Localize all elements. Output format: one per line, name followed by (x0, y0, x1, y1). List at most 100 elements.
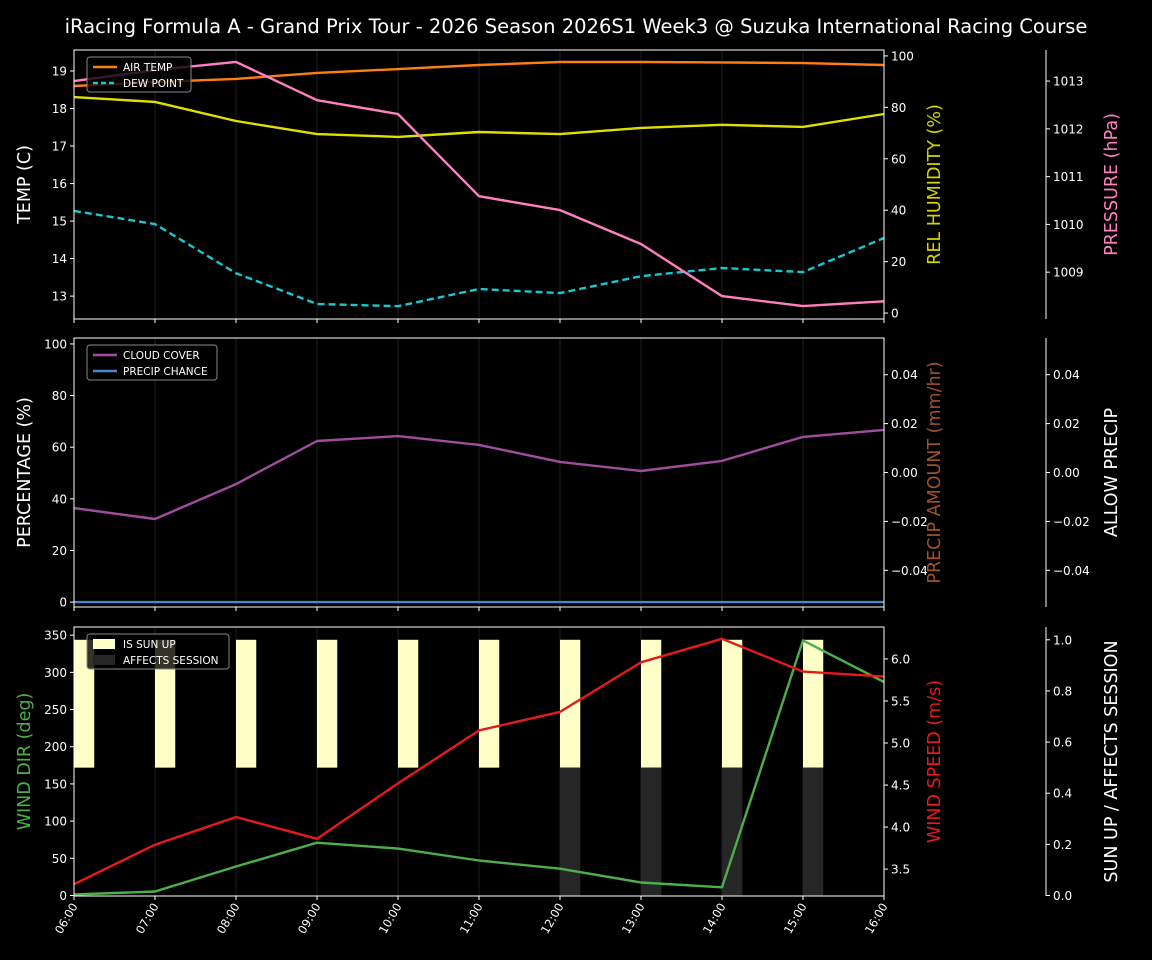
legend-label: CLOUD COVER (123, 350, 200, 362)
x-tick-label: 15:00 (781, 901, 810, 937)
y-tick-label: 40 (52, 492, 67, 506)
axis-label-left: WIND DIR (deg) (15, 693, 35, 831)
series-line-left (73, 639, 885, 896)
y-tick-label: 1012 (1053, 122, 1084, 136)
axis-label-right: REL HUMIDITY (%) (925, 104, 945, 265)
y-tick-label: 0.6 (1053, 736, 1072, 750)
y-tick-label: 0 (891, 307, 899, 321)
x-tick-label: 13:00 (619, 901, 648, 937)
legend-box (86, 633, 230, 670)
x-tick-label: 12:00 (538, 901, 567, 937)
y-tick-label: 350 (44, 629, 67, 643)
y-tick-label: 50 (52, 852, 67, 866)
y-tick-label: 5.5 (891, 694, 910, 708)
subplot-1: 13 14 15 16 17 18 19 TEMP (C) 0 20 40 60 80 100 REL HU… (15, 49, 1122, 323)
legend-label: PRECIP CHANCE (123, 366, 208, 378)
y-tick-label: 0 (59, 596, 67, 610)
bar-is-sun-up (317, 639, 338, 768)
subplot-3: 06:00 07:00 08:00 09:00 10:00 11:00 12:00 13:00… (15, 626, 1122, 937)
y-tick-label: −0.02 (1053, 515, 1090, 529)
x-tick-label: 06:00 (52, 901, 81, 937)
y-tick-label: 20 (891, 255, 906, 269)
bar-is-sun-up (479, 639, 500, 768)
series-line-right (73, 637, 885, 886)
x-tick-label: 08:00 (214, 901, 243, 937)
bar-is-sun-up (722, 639, 743, 768)
axis-label-right2: SUN UP / AFFECTS SESSION (1102, 640, 1122, 882)
y-tick-label: 0 (59, 889, 67, 903)
y-tick-label: 14 (52, 252, 67, 266)
bar-affects-session (722, 767, 743, 896)
x-tick-label: 14:00 (700, 901, 729, 937)
legend: IS SUN UP AFFECTS SESSION (86, 633, 230, 670)
y-tick-label: −0.02 (891, 515, 928, 529)
series-line-cloud-cover (73, 428, 885, 521)
y-tick-label: 3.5 (891, 863, 910, 877)
legend: CLOUD COVER PRECIP CHANCE (86, 344, 218, 381)
y-tick-label: 300 (44, 666, 67, 680)
y-tick-label: 4.0 (891, 821, 910, 835)
y-tick-label: 1011 (1053, 170, 1084, 184)
legend-label: DEW POINT (123, 78, 184, 90)
y-tick-label: 5.0 (891, 737, 910, 751)
legend-label: IS SUN UP (123, 639, 176, 651)
y-tick-label: 0.04 (1053, 368, 1080, 382)
y-tick-label: 0.4 (1053, 787, 1072, 801)
legend-label: AIR TEMP (123, 62, 172, 74)
y-tick-label: 15 (52, 215, 67, 229)
x-tick-label: 16:00 (862, 901, 891, 937)
y-tick-label: 0.0 (1053, 889, 1072, 903)
y-tick-label: 20 (52, 544, 67, 558)
series-line-right2 (73, 60, 885, 308)
bar-affects-session (560, 767, 581, 896)
y-tick-label: 1010 (1053, 218, 1084, 232)
x-tick-label: 10:00 (376, 901, 405, 937)
bar-is-sun-up (155, 639, 176, 768)
y-tick-label: 150 (44, 777, 67, 791)
axis-label-right: PRECIP AMOUNT (mm/hr) (925, 361, 945, 583)
y-tick-label: −0.04 (891, 564, 928, 578)
y-tick-label: 100 (44, 337, 67, 351)
y-tick-label: 100 (891, 49, 914, 63)
y-tick-label: 40 (891, 204, 906, 218)
bar-affects-session (803, 767, 824, 896)
y-tick-label: 17 (52, 140, 67, 154)
legend-box (86, 344, 218, 381)
bar-is-sun-up (560, 639, 581, 768)
y-tick-label: 0.00 (891, 466, 918, 480)
x-tick-label: 07:00 (133, 901, 162, 937)
y-tick-label: 80 (52, 389, 67, 403)
legend-swatch (93, 655, 115, 665)
series-line-air-temp (73, 60, 885, 88)
legend-swatch (93, 639, 115, 649)
y-tick-label: 6.0 (891, 652, 910, 666)
bar-is-sun-up (641, 639, 662, 768)
legend-label: AFFECTS SESSION (123, 655, 219, 667)
y-tick-label: 60 (891, 152, 906, 166)
legend: AIR TEMP DEW POINT (86, 56, 192, 93)
axis-label-right: WIND SPEED (m/s) (925, 680, 945, 843)
y-tick-label: 4.5 (891, 779, 910, 793)
y-tick-label: 1013 (1053, 75, 1084, 89)
y-tick-label: 1.0 (1053, 633, 1072, 647)
bar-is-sun-up (398, 639, 419, 768)
y-tick-label: 18 (52, 102, 67, 116)
y-tick-label: 16 (52, 177, 67, 191)
axis-label-left: TEMP (C) (15, 145, 35, 225)
y-tick-label: 100 (44, 815, 67, 829)
series-line-right (73, 95, 885, 139)
x-tick-label: 11:00 (457, 901, 486, 937)
y-tick-label: 80 (891, 101, 906, 115)
y-tick-label: 250 (44, 703, 67, 717)
y-tick-label: 13 (52, 290, 67, 304)
chart-title: iRacing Formula A - Grand Prix Tour - 20… (64, 15, 1088, 38)
bar-is-sun-up (74, 639, 95, 768)
bar-affects-session (641, 767, 662, 896)
y-tick-label: 19 (52, 65, 67, 79)
y-tick-label: 60 (52, 441, 67, 455)
axis-label-right2: PRESSURE (hPa) (1102, 113, 1122, 256)
bar-is-sun-up (803, 639, 824, 768)
series-line-dew-point (73, 209, 885, 308)
x-tick-label: 09:00 (295, 901, 324, 937)
